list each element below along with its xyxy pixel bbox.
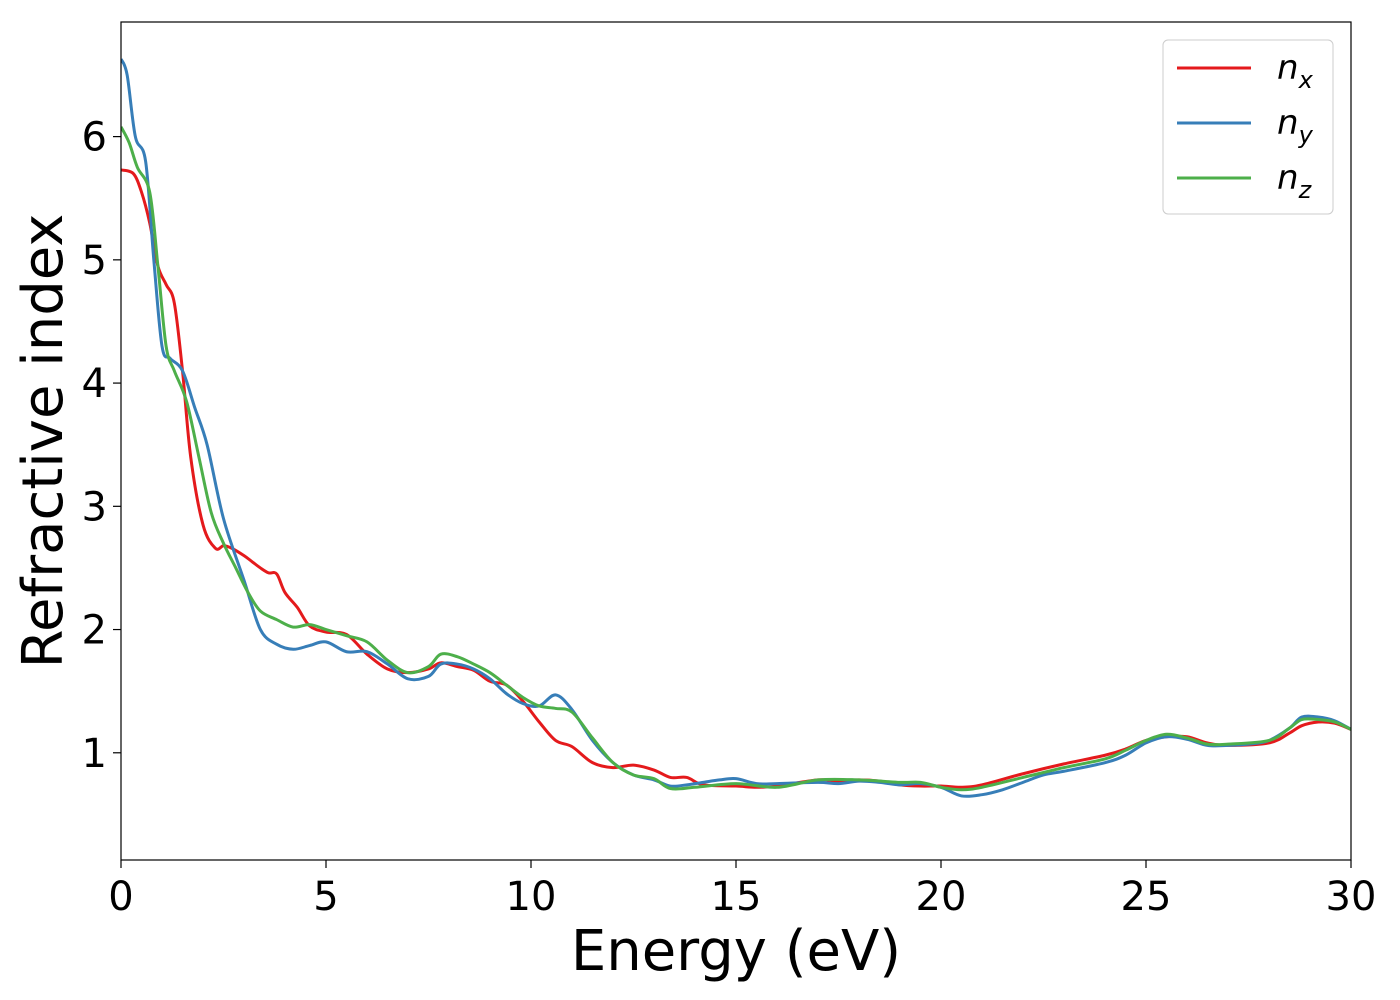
legend-label-subscript: z <box>1298 176 1313 204</box>
legend-label-nz: nz <box>1277 158 1313 204</box>
legend-label-subscript: y <box>1298 121 1314 149</box>
x-tick-label: 25 <box>1121 874 1172 920</box>
x-tick-label: 10 <box>506 874 557 920</box>
y-tick-label: 4 <box>82 361 107 407</box>
x-tick-label: 15 <box>711 874 762 920</box>
legend-label-subscript: x <box>1298 66 1314 94</box>
x-tick-label: 20 <box>916 874 967 920</box>
x-tick-label: 0 <box>108 874 133 920</box>
legend-label-nx: nx <box>1277 48 1314 94</box>
series-line-nz <box>121 126 1351 792</box>
legend-label-base: n <box>1277 103 1299 143</box>
y-tick-label: 1 <box>82 731 107 777</box>
y-axis-label: Refractive index <box>11 214 76 669</box>
y-tick-label: 3 <box>82 484 107 530</box>
legend-label-ny: ny <box>1277 103 1314 149</box>
legend-label-base: n <box>1277 48 1299 88</box>
x-axis-label: Energy (eV) <box>571 919 901 984</box>
series-layer <box>121 58 1351 798</box>
legend-label-base: n <box>1277 158 1299 198</box>
y-tick-label: 5 <box>82 238 107 284</box>
x-tick-label: 5 <box>313 874 338 920</box>
ticks-layer: 0 5 10 15 20 25 30 1 2 3 4 5 6 <box>82 115 1377 920</box>
y-tick-label: 6 <box>82 115 107 161</box>
legend-box <box>1162 39 1334 215</box>
x-tick-label: 30 <box>1326 874 1377 920</box>
y-tick-label: 2 <box>82 608 107 654</box>
